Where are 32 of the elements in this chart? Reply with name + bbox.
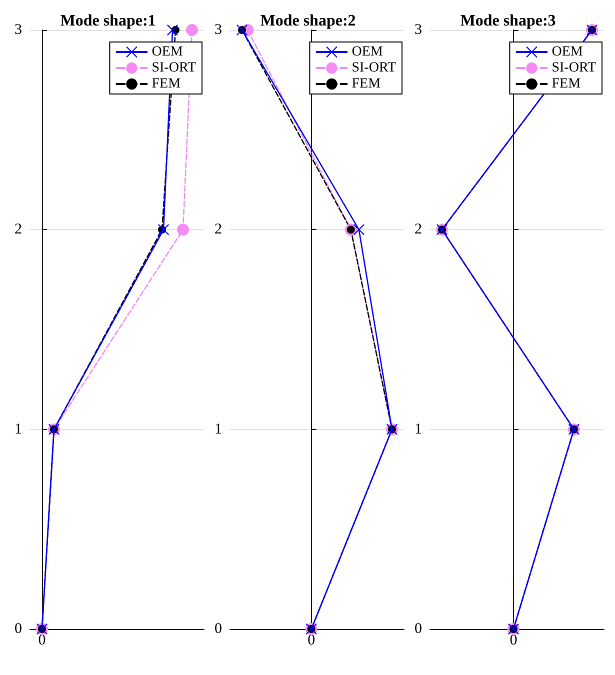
point xyxy=(177,224,189,236)
point xyxy=(167,24,178,36)
text: 0 xyxy=(510,632,518,648)
y-tick-label: 1 xyxy=(414,421,422,438)
chart-title: Mode shape:3 xyxy=(460,12,556,30)
legend-label: OEM xyxy=(552,44,584,60)
legend-label: OEM xyxy=(352,44,384,60)
text: 0 xyxy=(308,632,316,648)
y-tick-label: 3 xyxy=(14,22,22,38)
legend-label: FEM xyxy=(152,76,182,92)
text: 0 xyxy=(38,632,46,648)
point xyxy=(158,224,169,236)
legend-label: FEM xyxy=(552,76,582,92)
legend-label: SI-ORT xyxy=(552,60,596,76)
y-tick-label: 3 xyxy=(414,22,422,38)
point xyxy=(186,24,198,36)
y-tick-label: 2 xyxy=(14,222,22,238)
y-tick-label: 0 xyxy=(14,621,22,637)
y-tick-label: 1 xyxy=(14,421,22,438)
y-tick-label: 0 xyxy=(214,621,222,637)
legend-label: OEM xyxy=(152,44,184,60)
chart-title: Mode shape:1 xyxy=(60,12,156,30)
legend-label: SI-ORT xyxy=(352,60,396,76)
y-tick-label: 2 xyxy=(414,222,422,238)
point xyxy=(353,224,364,236)
legend-label: SI-ORT xyxy=(152,60,196,76)
legend-label: FEM xyxy=(352,76,382,92)
chart-title: Mode shape:2 xyxy=(260,12,356,30)
y-tick-label: 1 xyxy=(214,421,222,438)
y-tick-label: 0 xyxy=(414,621,422,637)
y-tick-label: 3 xyxy=(214,22,222,38)
y-tick-label: 2 xyxy=(214,222,222,238)
